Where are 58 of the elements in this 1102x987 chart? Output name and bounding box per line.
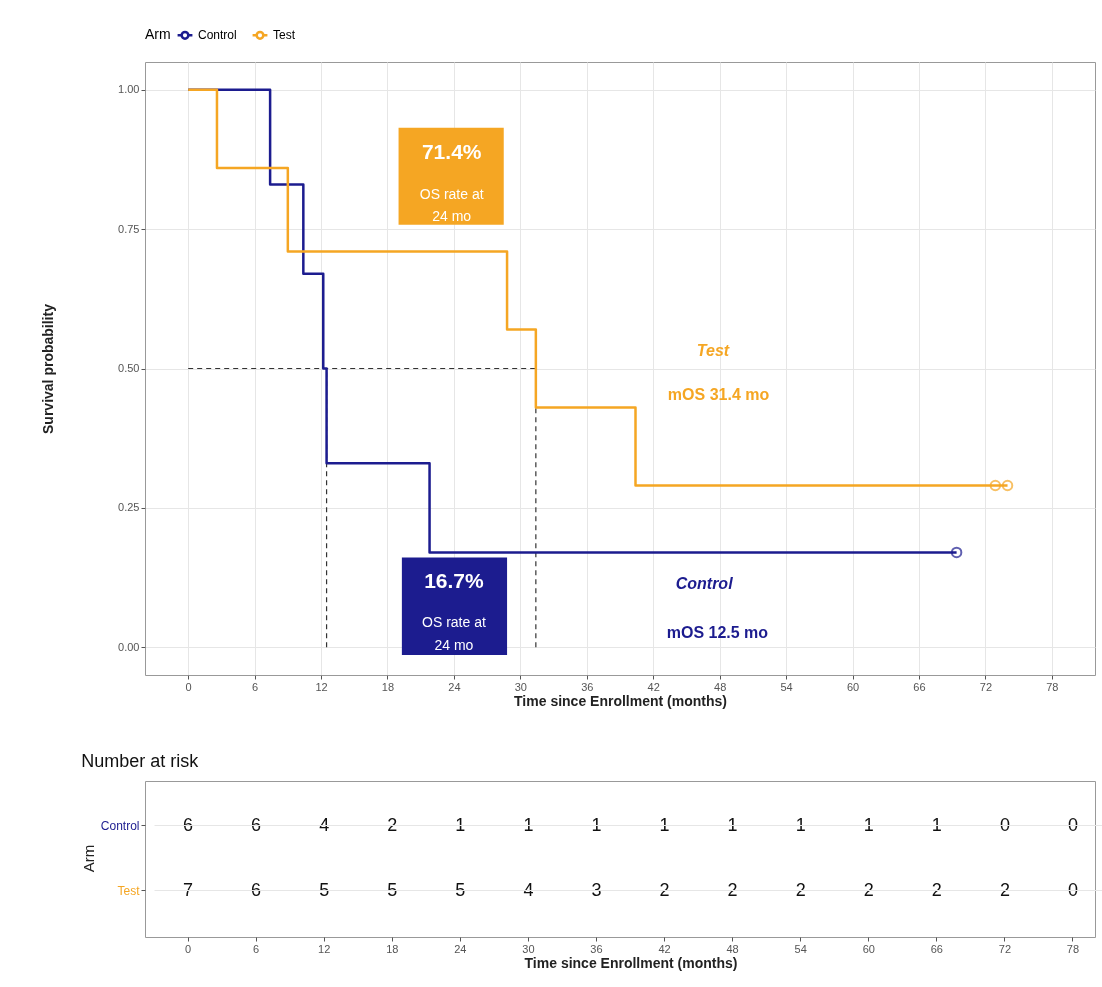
annotation: Control <box>675 575 734 593</box>
data-label: 0 <box>1067 879 1078 900</box>
legend-title: Arm <box>145 26 171 42</box>
legend-label: Control <box>198 28 237 43</box>
x-tick-label: 0 <box>184 942 192 955</box>
x-tick-label: 60 <box>846 680 860 693</box>
chart-title: Number at risk <box>81 751 200 771</box>
legend-label: Test <box>273 28 296 43</box>
x-tick-label: 42 <box>658 942 671 955</box>
x-tick-label: 42 <box>647 680 660 693</box>
x-tick-label: 36 <box>581 680 594 693</box>
data-label: 5 <box>319 879 330 900</box>
x-tick-label: 54 <box>794 942 807 955</box>
y-tick-label: Control <box>100 818 140 833</box>
annotation: mOS 12.5 mo <box>666 624 769 642</box>
x-tick-label: 18 <box>386 942 399 955</box>
annotation: mOS 31.4 mo <box>667 386 770 404</box>
x-tick-label: 78 <box>1046 680 1059 693</box>
annotation: OS rate at 24 mo <box>422 614 486 653</box>
data-label: 1 <box>455 814 466 835</box>
data-label: 5 <box>387 879 398 900</box>
x-tick-label: 24 <box>454 942 467 955</box>
y-tick-label: Test <box>117 883 141 898</box>
x-tick-label: 6 <box>252 680 259 693</box>
y-tick-label: 0.25 <box>118 501 140 514</box>
x-axis-title: Time since Enrollment (months) <box>514 692 727 709</box>
x-tick-label: 54 <box>780 680 793 693</box>
x-tick-label: 48 <box>714 680 727 693</box>
x-tick-label: 18 <box>381 680 395 693</box>
x-tick-label: 60 <box>862 942 875 955</box>
x-axis-title: Time since Enrollment (months) <box>524 954 738 971</box>
x-tick-label: 6 <box>253 942 260 955</box>
data-label: 0 <box>999 814 1010 835</box>
y-tick-label: 0.50 <box>118 362 140 374</box>
annotation: 71.4% <box>421 139 482 163</box>
y-tick-label: 0.75 <box>118 222 140 235</box>
x-tick-label: 30 <box>514 680 527 693</box>
x-tick-label: 12 <box>318 942 331 955</box>
x-tick-label: 78 <box>1066 942 1080 955</box>
y-tick-label: 1.00 <box>118 83 140 96</box>
y-axis-title: Arm <box>79 844 97 873</box>
y-tick-label: 0.00 <box>118 640 140 653</box>
x-tick-label: 66 <box>913 680 926 693</box>
x-tick-label: 12 <box>315 680 328 693</box>
annotation: 16.7% <box>424 569 485 593</box>
x-tick-label: 72 <box>998 942 1012 955</box>
annotation: Test <box>696 341 730 359</box>
x-tick-label: 72 <box>979 680 993 693</box>
x-tick-label: 48 <box>726 942 739 955</box>
x-tick-label: 24 <box>448 680 461 693</box>
data-label: 5 <box>455 879 466 900</box>
x-tick-label: 30 <box>522 942 535 955</box>
data-label: 0 <box>1067 814 1078 835</box>
annotation: OS rate at 24 mo <box>419 185 484 225</box>
x-tick-label: 0 <box>185 680 192 693</box>
x-tick-label: 36 <box>590 942 603 955</box>
y-axis-title: Survival probability <box>40 303 57 434</box>
x-tick-label: 66 <box>930 942 943 955</box>
